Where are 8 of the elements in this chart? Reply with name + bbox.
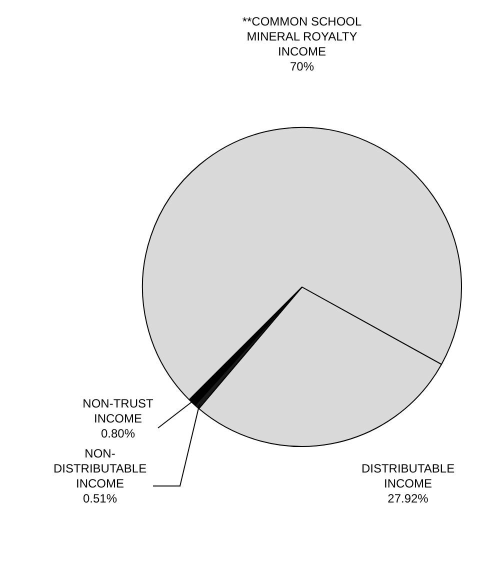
data-label: 70% <box>290 59 314 74</box>
slice-label: DISTRIBUTABLE INCOME <box>361 461 455 490</box>
data-label: 0.80% <box>100 426 136 440</box>
data-label: 0.51% <box>82 491 118 506</box>
slice-label: **COMMON SCHOOL MINERAL ROYALTY INCOME <box>242 14 362 58</box>
data-label: 27.92% <box>388 491 429 506</box>
slice-label: NON-DISTRIBUTABLE INCOME <box>53 446 147 490</box>
slice-label: NON-TRUST INCOME <box>82 396 154 426</box>
